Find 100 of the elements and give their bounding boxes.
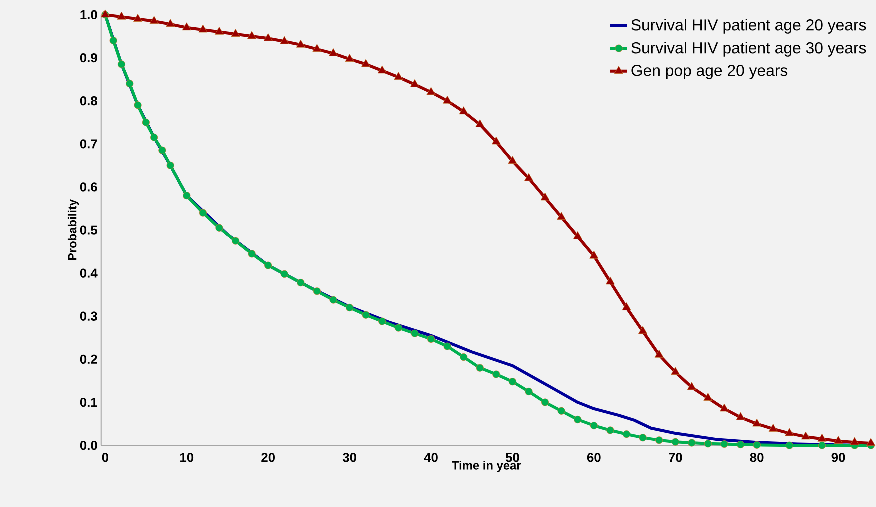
point	[362, 311, 370, 319]
point	[443, 96, 452, 104]
point	[460, 353, 468, 361]
y-tick-label: 0.6	[80, 182, 98, 192]
point	[606, 276, 615, 284]
x-tick-label: 80	[750, 452, 764, 462]
point	[671, 367, 680, 375]
point	[126, 80, 134, 88]
point	[590, 250, 599, 259]
y-tick-label: 0.2	[80, 354, 98, 364]
point	[313, 287, 322, 296]
point	[166, 19, 176, 27]
point	[606, 426, 614, 434]
point	[752, 418, 762, 427]
point	[330, 296, 338, 304]
point	[134, 14, 143, 22]
point	[508, 378, 517, 386]
point	[134, 101, 142, 109]
point	[378, 318, 386, 326]
legend-label: Survival HIV patient age 20 years	[632, 18, 866, 34]
point	[720, 404, 730, 412]
point	[801, 432, 810, 440]
point	[410, 79, 420, 88]
point	[166, 162, 174, 170]
point	[312, 44, 322, 52]
point	[158, 146, 166, 154]
point	[590, 422, 598, 430]
x-tick-label: 0	[102, 452, 108, 462]
point	[394, 72, 404, 80]
point	[426, 87, 436, 95]
point	[508, 156, 518, 164]
point	[866, 438, 876, 446]
point	[280, 36, 290, 44]
point	[150, 134, 158, 142]
point	[110, 36, 118, 44]
y-tick-label: 1.0	[80, 10, 98, 20]
point	[492, 370, 500, 378]
point	[394, 324, 402, 332]
x-tick-label: 70	[669, 452, 682, 462]
point	[622, 430, 631, 438]
y-tick-label: 0.3	[80, 312, 98, 321]
point	[444, 342, 452, 350]
point	[378, 66, 387, 74]
point	[476, 119, 485, 128]
point	[362, 59, 371, 67]
point	[248, 31, 257, 39]
point	[280, 270, 288, 278]
point	[232, 237, 240, 245]
point	[540, 192, 550, 200]
y-tick-label: 0.1	[80, 398, 98, 407]
y-tick-label: 0.8	[80, 96, 98, 106]
point	[557, 212, 566, 220]
point	[542, 398, 550, 406]
point	[768, 424, 778, 432]
x-tick-label: 10	[180, 452, 194, 462]
x-tick-label: 30	[342, 452, 356, 462]
point	[704, 392, 713, 401]
point	[818, 434, 827, 442]
y-tick-label: 0.5	[80, 226, 98, 235]
y-tick-label: 0.0	[80, 440, 98, 450]
point	[150, 16, 159, 24]
point	[573, 231, 582, 240]
point	[524, 173, 534, 182]
point	[786, 442, 794, 450]
point	[818, 442, 826, 450]
point	[345, 54, 354, 62]
point	[558, 407, 566, 415]
point	[427, 335, 436, 343]
point	[214, 26, 224, 35]
legend-label: Survival HIV patient age 30 years	[632, 42, 866, 57]
y-tick-label: 0.7	[80, 139, 98, 149]
point	[199, 209, 207, 217]
x-tick-label: 50	[506, 452, 520, 462]
point	[142, 118, 150, 126]
point	[850, 437, 860, 446]
point	[622, 302, 632, 310]
y-axis-title: Probability	[68, 199, 80, 260]
x-tick-label: 40	[424, 452, 438, 462]
point	[329, 48, 338, 56]
point	[753, 441, 761, 449]
point	[231, 28, 240, 37]
point	[720, 440, 728, 448]
point	[117, 12, 126, 20]
point	[736, 412, 746, 420]
point	[264, 262, 272, 270]
point	[737, 440, 745, 448]
y-tick-label: 0.9	[80, 53, 98, 62]
point	[672, 438, 680, 446]
legend-label: Gen pop age 20 years	[632, 64, 788, 80]
point	[525, 388, 533, 396]
point	[248, 250, 256, 258]
point	[476, 364, 484, 372]
point	[198, 24, 208, 33]
x-tick-label: 20	[262, 452, 275, 462]
y-tick-label: 0.4	[80, 268, 98, 278]
point	[704, 440, 712, 448]
point	[638, 326, 648, 334]
point	[264, 33, 273, 42]
x-tick-label: 60	[587, 452, 601, 462]
point	[688, 439, 696, 447]
